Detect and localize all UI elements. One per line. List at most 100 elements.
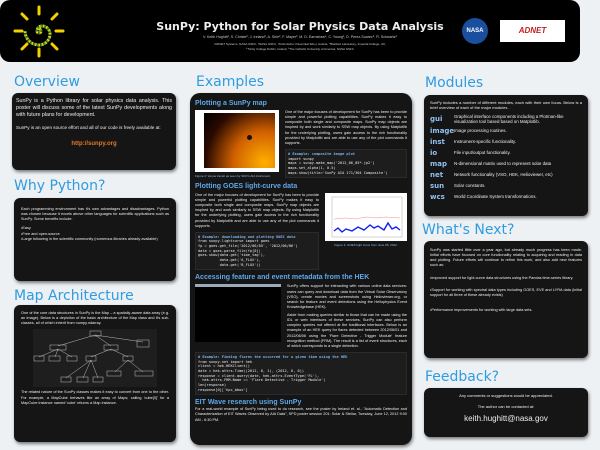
- poster-header: SunPy: Python for Solar Physics Data Ana…: [0, 0, 580, 62]
- poster-title: SunPy: Python for Solar Physics Data Ana…: [156, 20, 444, 33]
- module-item-sun: sun Solar constants.: [430, 182, 582, 190]
- example-1-code: # Example: composite image plot import s…: [285, 148, 407, 179]
- example-4-text: For a real-world example of SunPy being …: [195, 407, 407, 422]
- code-line: # Example: composite image plot: [288, 151, 356, 156]
- affiliations: ¹ADNET Systems, NASA GSFC, ²NASA GSFC, ³…: [214, 42, 386, 46]
- benefit-item: •Easy: [21, 226, 31, 231]
- module-name: io: [430, 148, 438, 157]
- module-name: inst: [430, 137, 445, 146]
- map-architecture-text: One of the core data structures in SunPy…: [21, 311, 169, 326]
- example-2-text: One of the major focuses of development …: [195, 192, 319, 228]
- module-name: map: [430, 159, 448, 168]
- feedback-panel: Any comments or suggestions would be app…: [424, 388, 588, 437]
- code-line: import sunpy: [288, 156, 314, 161]
- nasa-logo: NASA: [462, 18, 488, 44]
- map-architecture-panel: One of the core data structures in SunPy…: [14, 305, 176, 442]
- example-2-code: # Example: downloading and plotting GOES…: [195, 231, 319, 271]
- module-item-inst: inst Instrument-specific functionality.: [430, 138, 582, 146]
- benefit-item: •Large following in the scientific commu…: [21, 236, 158, 241]
- module-description: N-dimensional matrix used to represent s…: [454, 161, 552, 167]
- why-python-text: Each programming environment has it's ow…: [21, 207, 169, 222]
- sunpy-link[interactable]: http://sunpy.org: [71, 140, 117, 147]
- example-3-code: # Example: Finding flares the occurred f…: [195, 351, 407, 396]
- code-line: from sunpy.lightcurve import goes: [198, 239, 270, 244]
- goes-plot: [325, 192, 407, 241]
- module-description: Solar constants.: [454, 183, 486, 189]
- adnet-logo: ADNET: [500, 20, 565, 42]
- next-item: •Performance improvements for working wi…: [430, 307, 533, 312]
- modules-list: gui Graphical interface components includ…: [430, 114, 582, 201]
- map-architecture-heading: Map Architecture: [14, 288, 134, 304]
- example-4-title: EIT Wave research using SunPy: [195, 399, 302, 407]
- code-line: data = goes.parse_file(fp[0]): [198, 248, 261, 253]
- examples-panel: Plotting a SunPy map Figure 2: Venus tra…: [190, 93, 412, 445]
- example-1-title: Plotting a SunPy map: [195, 100, 267, 107]
- code-line: hek.attrs.FRM.Name == 'Flare Detective -…: [198, 378, 326, 383]
- map-class-diagram: [33, 329, 157, 388]
- sunpy-logo-icon: [13, 5, 65, 58]
- module-name: gui: [430, 114, 443, 123]
- code-line: # Example: Finding flares the occurred f…: [198, 354, 348, 359]
- module-item-gui: gui Graphical interface components includ…: [430, 114, 582, 124]
- module-name: sun: [430, 181, 445, 190]
- code-line: data.get('B_FLUX')): [198, 262, 261, 267]
- code-line: # Example: downloading and plotting GOES…: [198, 234, 296, 239]
- module-description: World Coordinate System transformations.: [454, 194, 537, 200]
- code-line: fp = goes.get_file('2012/06/05', '2012/0…: [198, 244, 298, 249]
- example-1-text: One of the major focuses of development …: [285, 110, 407, 145]
- overview-text-2: SunPy is an open source effort and all o…: [16, 125, 161, 131]
- module-description: Instrument-specific functionality.: [454, 139, 517, 145]
- whats-next-text: SunPy was started little over a year ago…: [430, 248, 582, 268]
- module-name: net: [430, 170, 444, 179]
- module-item-net: net Network functionality (VSO, HEK, Heli…: [430, 171, 582, 179]
- examples-heading: Examples: [196, 74, 265, 90]
- hek-terminal-screenshot: [195, 284, 281, 343]
- whats-next-heading: What's Next?: [422, 222, 515, 238]
- example-3-title: Accessing feature and event metadata fro…: [195, 274, 370, 282]
- module-description: Image processing routines.: [454, 128, 507, 134]
- goes-flux-short: [333, 221, 401, 233]
- modules-intro: SunPy includes a number of different mod…: [430, 100, 582, 111]
- module-description: Network functionality (VSO, HEK, Heliovi…: [454, 172, 553, 178]
- module-description: Graphical interface components including…: [454, 113, 564, 124]
- module-description: File input/output functionality.: [454, 150, 511, 156]
- overview-heading: Overview: [14, 74, 80, 90]
- example-3-text: SunPy offers support for interacting wit…: [287, 284, 407, 309]
- figure-3-caption: Figure 3: GOES light curve from June 05,…: [334, 242, 398, 247]
- goes-flux-long: [333, 216, 401, 220]
- module-item-image: image Image processing routines.: [430, 127, 582, 135]
- code-line: response = client.query(date, hek.attrs.…: [198, 373, 320, 378]
- feedback-text: Any comments or suggestions would be app…: [459, 393, 553, 398]
- example-3-text-2: Aside from making queries similar to tho…: [287, 313, 407, 348]
- code-line: len(response): [198, 383, 227, 387]
- code-line: data.get('A_FLUX'),: [198, 258, 261, 263]
- affiliations-2: ⁵Trinity College Dublin, Ireland, ⁶The C…: [245, 47, 355, 51]
- feedback-heading: Feedback?: [425, 369, 500, 385]
- overview-panel: SunPy is a Python library for solar phys…: [12, 93, 176, 170]
- sun-image: [195, 110, 279, 172]
- figure-2-caption: Figure 2: Venus transit as seen by SDO's…: [195, 174, 271, 178]
- contact-email[interactable]: keith.hughitt@nasa.gov: [464, 414, 548, 423]
- example-2-title: Plotting GOES light-curve data: [195, 182, 298, 190]
- authors: V. Keith Hughitt¹, S. Christe², J. Irela…: [202, 35, 398, 39]
- why-python-heading: Why Python?: [14, 178, 106, 194]
- overview-text: SunPy is a Python library for solar phys…: [16, 98, 172, 119]
- module-item-map: map N-dimensional matrix used to represen…: [430, 160, 582, 168]
- venus-dot: [246, 135, 252, 140]
- next-item: •Support for working with spectral data …: [430, 287, 582, 297]
- code-line: maps.set_alpha(1, 0.5): [288, 165, 336, 170]
- next-item: •Improved support for light-curve data s…: [430, 275, 574, 280]
- why-python-panel: Each programming environment has it's ow…: [14, 198, 176, 281]
- benefit-item: •Free and open-source: [21, 231, 60, 236]
- modules-heading: Modules: [425, 75, 484, 91]
- code-line: date = hek.attrs.Time((2012, 6, 1), (201…: [198, 368, 305, 373]
- module-item-wcs: wcs World Coordinate System transformatio…: [430, 193, 582, 201]
- code-line: goes.show(data.get('time_tag'),: [198, 253, 266, 258]
- whats-next-panel: SunPy was started little over a year ago…: [424, 241, 588, 358]
- module-name: image: [430, 126, 455, 135]
- code-line: maps = sunpy.make_map('2012_06_05*.jp2'): [288, 161, 375, 166]
- code-line: client = hek.HEKClient(): [198, 364, 250, 369]
- modules-panel: SunPy includes a number of different mod…: [424, 95, 588, 216]
- code-line: from sunpy.net import hek: [198, 359, 253, 364]
- feedback-text-2: The author can be contacted at:: [477, 404, 535, 409]
